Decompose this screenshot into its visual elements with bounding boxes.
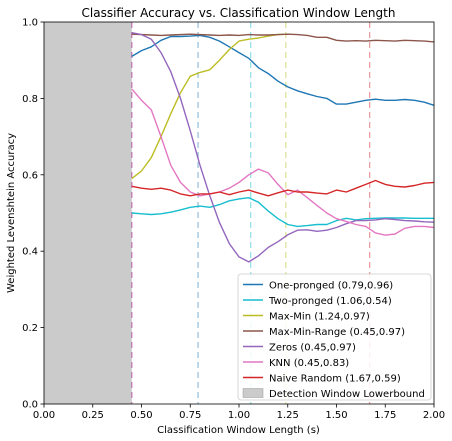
series-line xyxy=(131,33,435,43)
series-line xyxy=(131,34,435,106)
legend-label: KNN (0.45,0.83) xyxy=(269,358,349,369)
series-line xyxy=(131,179,435,197)
y-tick-label: 1.0 xyxy=(22,18,38,29)
legend: One-pronged (0.79,0.96) Two-pronged (1.06… xyxy=(237,273,432,401)
series-lines xyxy=(131,32,435,263)
legend-label: One-pronged (0.79,0.96) xyxy=(269,280,393,291)
legend-label: Max-Min-Range (0.45,0.97) xyxy=(269,327,405,338)
legend-label: Detection Window Lowerbound xyxy=(269,389,425,400)
legend-label: Two-pronged (1.06,0.54) xyxy=(268,296,392,307)
y-tick-label: 0.8 xyxy=(22,94,38,105)
series-line xyxy=(131,32,435,263)
y-axis-label: Weighted Levenshtein Accuracy xyxy=(6,133,17,293)
series-line xyxy=(131,196,434,228)
legend-box xyxy=(237,273,432,401)
x-axis-ticks: 0.00 0.25 0.50 0.75 1.00 1.25 1.50 1.75 2.00 xyxy=(33,404,445,421)
y-tick-label: 0.4 xyxy=(22,247,38,258)
y-tick-label: 0.6 xyxy=(22,170,38,181)
x-axis-label: Classification Window Length (s) xyxy=(157,425,320,436)
x-tick-label: 0.50 xyxy=(130,410,152,421)
legend-label: Max-Min (1.24,0.97) xyxy=(269,311,370,322)
y-tick-label: 0.2 xyxy=(22,323,38,334)
y-tick-label: 0.0 xyxy=(22,400,38,411)
series-line xyxy=(131,33,288,180)
shaded-region-group xyxy=(44,22,132,404)
legend-swatch xyxy=(242,388,264,398)
x-tick-label: 1.75 xyxy=(374,410,396,421)
legend-label: Zeros (0.45,0.97) xyxy=(269,342,356,353)
y-axis-ticks: 0.0 0.2 0.4 0.6 0.8 1.0 xyxy=(22,18,44,411)
chart-title: Classifier Accuracy vs. Classification W… xyxy=(82,6,396,20)
x-tick-label: 0.00 xyxy=(33,410,55,421)
x-tick-label: 1.00 xyxy=(228,410,250,421)
shaded-region xyxy=(44,22,132,404)
x-tick-label: 1.50 xyxy=(325,410,347,421)
legend-label: Naive Random (1.67,0.59) xyxy=(269,373,401,384)
series-line xyxy=(131,88,435,236)
x-tick-label: 1.25 xyxy=(277,410,299,421)
x-tick-label: 2.00 xyxy=(423,410,445,421)
x-tick-label: 0.25 xyxy=(82,410,104,421)
x-tick-label: 0.75 xyxy=(179,410,201,421)
